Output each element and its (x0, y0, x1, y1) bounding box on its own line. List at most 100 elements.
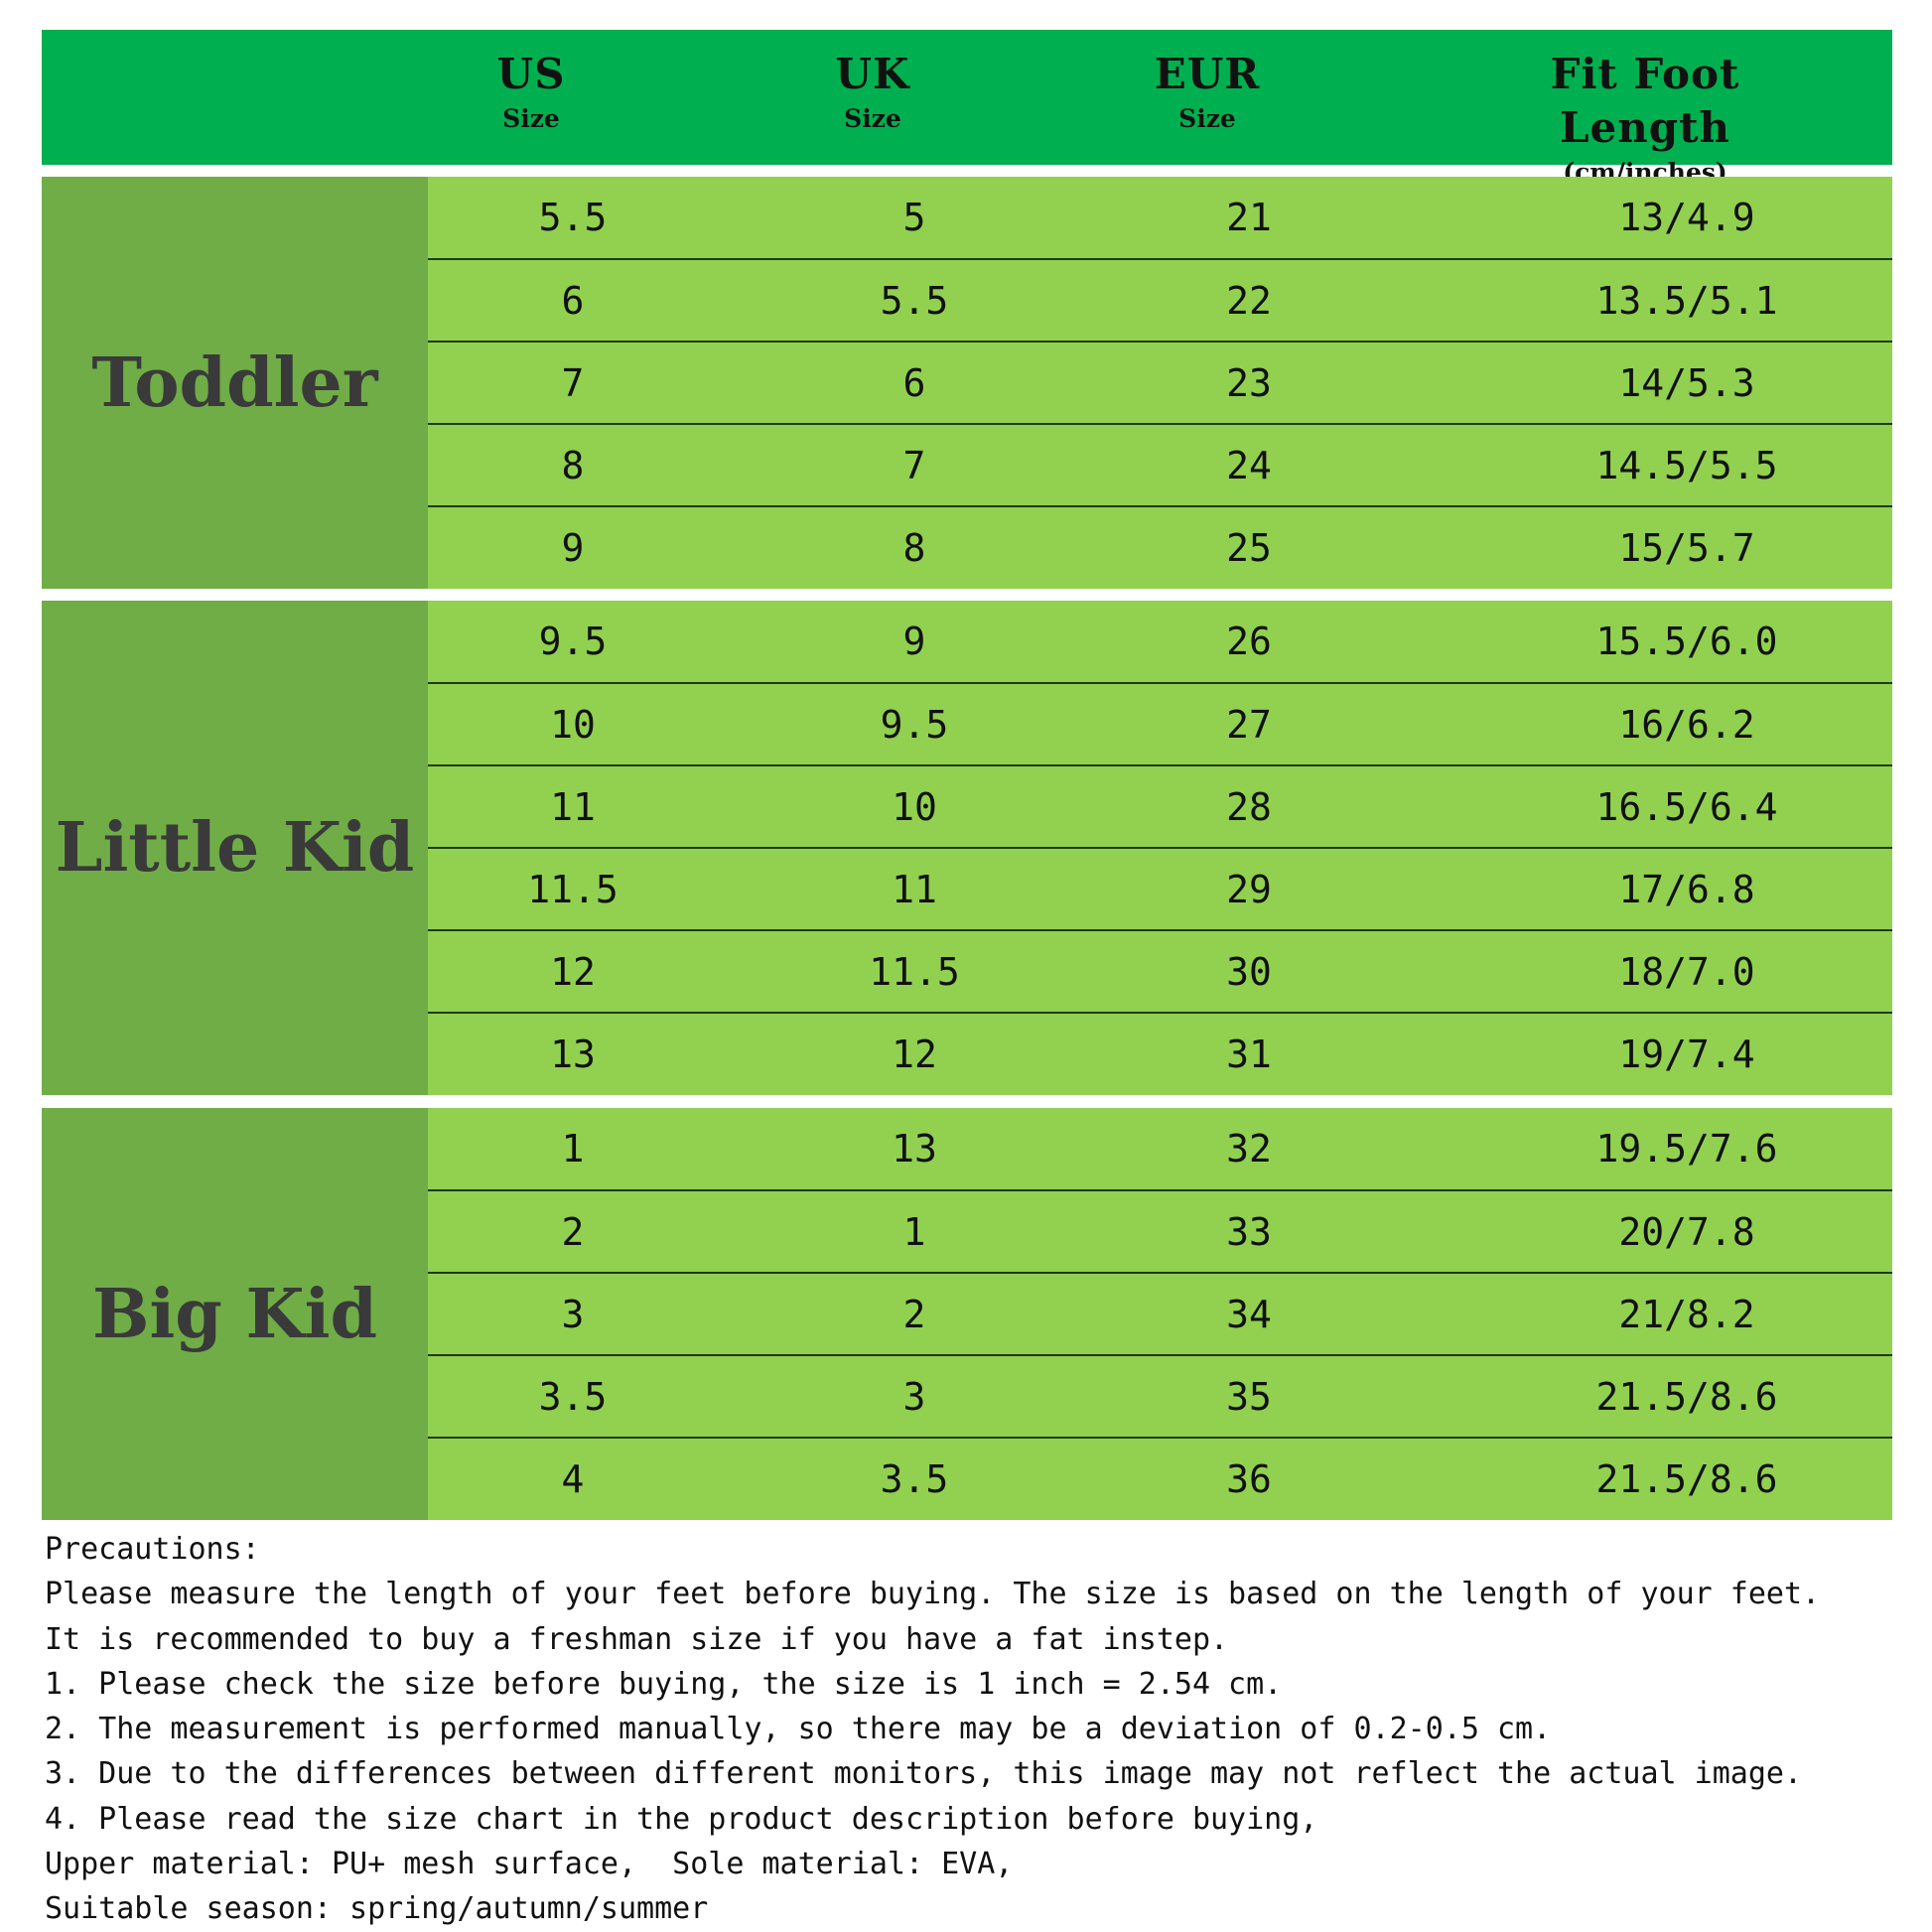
cell-foot-length: 19/7.4 (1618, 1033, 1755, 1076)
column-header-title: US (496, 50, 566, 98)
cell-eur: 34 (1226, 1293, 1272, 1336)
cell-foot-length: 15.5/6.0 (1595, 620, 1778, 663)
cell-us: 2 (561, 1210, 585, 1254)
group-label: Toddler (42, 177, 428, 589)
cell-foot-length: 17/6.8 (1618, 868, 1755, 911)
cell-uk: 2 (902, 1293, 926, 1336)
note-line: 1. Please check the size before buying, … (45, 1666, 1283, 1702)
cell-eur: 28 (1226, 785, 1272, 829)
size-group-little-kid: Little Kid 9.5 9 26 15.5/6.0 10 9.5 27 16/6.2 11 1… (42, 601, 1892, 1095)
cell-eur: 32 (1226, 1127, 1272, 1171)
cell-uk: 13 (892, 1127, 937, 1171)
table-row: 11 10 28 16.5/6.4 (428, 764, 1892, 849)
cell-foot-length: 19.5/7.6 (1595, 1127, 1778, 1171)
cell-uk: 3 (902, 1375, 926, 1419)
table-row: 13 12 31 19/7.4 (428, 1012, 1892, 1096)
cell-us: 13 (550, 1033, 596, 1076)
note-line: 2. The measurement is performed manually… (45, 1712, 1552, 1747)
note-line: Upper material: PU+ mesh surface, Sole m… (45, 1847, 1014, 1882)
cell-us: 1 (561, 1127, 585, 1171)
cell-eur: 31 (1226, 1033, 1272, 1076)
column-header-uk: UK Size (724, 48, 1022, 137)
cell-us: 10 (550, 703, 596, 747)
column-header-foot-length: Fit Foot Length (cm/inches) (1496, 48, 1794, 191)
note-line: 4. Please read the size chart in the pro… (45, 1801, 1318, 1837)
cell-uk: 12 (892, 1033, 937, 1076)
cell-eur: 33 (1226, 1210, 1272, 1254)
cell-eur: 30 (1226, 950, 1272, 994)
group-label: Big Kid (42, 1108, 428, 1520)
cell-uk: 9.5 (880, 703, 949, 747)
cell-eur: 23 (1226, 361, 1272, 405)
cell-eur: 36 (1226, 1457, 1272, 1501)
table-row: 3.5 3 35 21.5/8.6 (428, 1354, 1892, 1439)
note-line: It is recommended to buy a freshman size… (45, 1621, 1229, 1657)
column-header-title: Fit Foot Length (1550, 50, 1740, 152)
cell-foot-length: 14.5/5.5 (1595, 444, 1778, 487)
cell-eur: 22 (1226, 279, 1272, 323)
table-row: 4 3.5 36 21.5/8.6 (428, 1437, 1892, 1521)
group-label: Little Kid (42, 601, 428, 1095)
cell-foot-length: 13/4.9 (1618, 196, 1755, 239)
table-row: 5.5 5 21 13/4.9 (428, 177, 1892, 259)
cell-us: 12 (550, 950, 596, 994)
cell-us: 3.5 (538, 1375, 608, 1419)
column-header-title: EUR (1154, 50, 1261, 98)
cell-uk: 7 (902, 444, 926, 487)
column-header-unit: Size (1178, 104, 1236, 133)
cell-us: 4 (561, 1457, 585, 1501)
note-line: Suitable season: spring/autumn/summer (45, 1891, 709, 1927)
column-header-us: US Size (382, 48, 680, 137)
cell-foot-length: 20/7.8 (1618, 1210, 1755, 1254)
cell-us: 9.5 (538, 620, 608, 663)
cell-eur: 21 (1226, 196, 1272, 239)
size-group-big-kid: Big Kid 1 13 32 19.5/7.6 2 1 33 20/7.8 3 2 34 21/8.2… (42, 1108, 1892, 1520)
table-row: 6 5.5 22 13.5/5.1 (428, 258, 1892, 343)
cell-uk: 10 (892, 785, 937, 829)
note-line: Please measure the length of your feet b… (45, 1577, 1821, 1612)
group-rows: 1 13 32 19.5/7.6 2 1 33 20/7.8 3 2 34 21/8.2 3.5 3 35 2… (428, 1108, 1892, 1520)
cell-us: 6 (561, 279, 585, 323)
cell-eur: 25 (1226, 526, 1272, 570)
cell-us: 11.5 (527, 868, 619, 911)
cell-foot-length: 21.5/8.6 (1595, 1375, 1778, 1419)
notes-heading: Precautions: (45, 1532, 260, 1567)
cell-uk: 3.5 (880, 1457, 949, 1501)
cell-foot-length: 15/5.7 (1618, 526, 1755, 570)
column-header-title: UK (835, 50, 910, 98)
cell-foot-length: 13.5/5.1 (1595, 279, 1778, 323)
table-row: 9 8 25 15/5.7 (428, 505, 1892, 590)
cell-foot-length: 14/5.3 (1618, 361, 1755, 405)
note-line: 3. Due to the differences between differ… (45, 1756, 1803, 1792)
table-row: 7 6 23 14/5.3 (428, 341, 1892, 425)
cell-us: 8 (561, 444, 585, 487)
cell-eur: 29 (1226, 868, 1272, 911)
cell-uk: 9 (902, 620, 926, 663)
group-rows: 5.5 5 21 13/4.9 6 5.5 22 13.5/5.1 7 6 23 14/5.3 8 7 24… (428, 177, 1892, 589)
column-header-eur: EUR Size (1058, 48, 1356, 137)
precautions-notes: Precautions: Please measure the length of… (45, 1527, 1820, 1932)
table-row: 11.5 11 29 17/6.8 (428, 847, 1892, 931)
cell-uk: 5.5 (880, 279, 949, 323)
table-row: 8 7 24 14.5/5.5 (428, 423, 1892, 507)
group-rows: 9.5 9 26 15.5/6.0 10 9.5 27 16/6.2 11 10 28 16.5/6.… (428, 601, 1892, 1095)
cell-us: 7 (561, 361, 585, 405)
cell-uk: 11.5 (869, 950, 960, 994)
cell-uk: 11 (892, 868, 937, 911)
table-row: 12 11.5 30 18/7.0 (428, 929, 1892, 1014)
cell-foot-length: 18/7.0 (1618, 950, 1755, 994)
cell-eur: 26 (1226, 620, 1272, 663)
cell-foot-length: 16.5/6.4 (1595, 785, 1778, 829)
table-row: 1 13 32 19.5/7.6 (428, 1108, 1892, 1190)
table-row: 2 1 33 20/7.8 (428, 1189, 1892, 1274)
cell-us: 11 (550, 785, 596, 829)
cell-eur: 35 (1226, 1375, 1272, 1419)
cell-us: 5.5 (538, 196, 608, 239)
cell-uk: 8 (902, 526, 926, 570)
column-header-unit: Size (844, 104, 901, 133)
size-group-toddler: Toddler 5.5 5 21 13/4.9 6 5.5 22 13.5/5.1 7 6 23 14/… (42, 177, 1892, 589)
cell-us: 3 (561, 1293, 585, 1336)
cell-foot-length: 16/6.2 (1618, 703, 1755, 747)
cell-eur: 24 (1226, 444, 1272, 487)
cell-eur: 27 (1226, 703, 1272, 747)
